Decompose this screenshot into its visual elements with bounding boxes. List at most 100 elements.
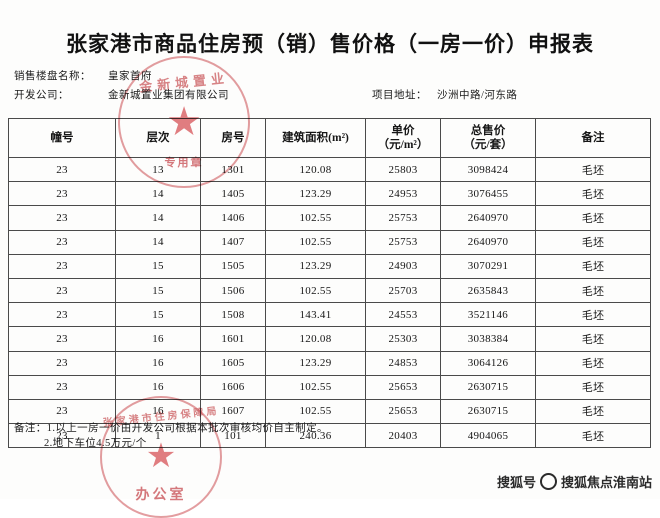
table-row: 23 15 1506 102.55 25703 2635843 毛坯	[8, 277, 651, 304]
cell-building: 23	[8, 205, 116, 231]
page-title: 张家港市商品住房预（销）售价格（一房一价）申报表	[66, 32, 594, 56]
cell-unit-price: 20403	[365, 423, 441, 449]
col-header-room: 房号	[200, 118, 266, 158]
col-header-unit-price: 单价 （元/m²）	[365, 118, 441, 158]
cell-total-price: 2630715	[440, 374, 536, 400]
cell-area: 240.36	[265, 423, 366, 449]
table-row: 23 13 1301 120.08 25803 3098424 毛坯	[8, 156, 651, 183]
cell-room: 1407	[200, 229, 266, 255]
cell-area: 102.55	[265, 374, 366, 400]
cell-unit-price: 25753	[365, 205, 441, 231]
cell-floor: 16	[115, 374, 201, 400]
cell-area: 120.08	[265, 156, 366, 183]
cell-area: 123.29	[265, 253, 366, 279]
cell-total-price: 3521146	[440, 302, 536, 328]
developer-label: 开发公司：	[14, 90, 69, 101]
col-header-floor: 层次	[115, 118, 201, 158]
developer-value: 金新城置业集团有限公司	[108, 90, 229, 101]
cell-total-price: 2630715	[440, 398, 536, 425]
cell-floor: 14	[115, 229, 201, 255]
cell-total-price: 3038384	[440, 326, 536, 352]
cell-room: 1508	[200, 302, 266, 328]
cell-building: 23	[8, 374, 116, 400]
cell-unit-price: 24903	[365, 253, 441, 279]
watermark-right-text: 搜狐焦点淮南站	[560, 475, 652, 490]
cell-remark: 毛坯	[535, 277, 651, 304]
cell-remark: 毛坯	[535, 229, 651, 255]
cell-area: 123.29	[265, 350, 366, 376]
cell-room: 1301	[200, 156, 266, 183]
meta-row-developer: 开发公司： 金新城置业集团有限公司 项目地址： 沙洲中路/河东路	[14, 87, 648, 106]
price-table: 幢号 层次 房号 建筑面积(m²) 单价 （元/m²） 总售价 （元/套） 备注…	[8, 118, 651, 449]
cell-room: 1601	[200, 326, 266, 352]
cell-total-price: 2640970	[440, 229, 536, 255]
table-row: 23 16 1601 120.08 25303 3038384 毛坯	[8, 326, 651, 352]
cell-floor: 16	[115, 350, 201, 376]
footer-notes: 备注：1.以上一房一价由开发公司根据本批次审核均价自主制定。 2.地下车位4.5…	[14, 421, 328, 451]
cell-floor: 16	[115, 398, 201, 425]
cell-remark: 毛坯	[535, 302, 651, 328]
cell-area: 102.55	[265, 229, 366, 255]
cell-area: 102.55	[265, 398, 366, 425]
cell-floor: 13	[115, 156, 201, 183]
col-header-area: 建筑面积(m²)	[265, 118, 366, 158]
cell-area: 143.41	[265, 302, 366, 328]
cell-total-price: 3098424	[440, 156, 536, 183]
cell-room: 1606	[200, 374, 266, 400]
cell-building: 23	[8, 181, 116, 207]
cell-remark: 毛坯	[535, 181, 651, 207]
col-header-building: 幢号	[8, 118, 116, 158]
cell-unit-price: 25653	[365, 374, 441, 400]
cell-building: 23	[8, 253, 116, 279]
cell-room: 1605	[200, 350, 266, 376]
col-header-total-price: 总售价 （元/套）	[440, 118, 536, 158]
cell-building: 23	[8, 326, 116, 352]
cell-remark: 毛坯	[535, 326, 651, 352]
col-header-total-price-text: 总售价	[470, 124, 506, 137]
table-row: 23 14 1406 102.55 25753 2640970 毛坯	[8, 205, 651, 231]
cell-remark: 毛坯	[535, 253, 651, 279]
cell-remark: 毛坯	[535, 374, 651, 400]
note-line-1: 备注：1.以上一房一价由开发公司根据本批次审核均价自主制定。	[14, 423, 328, 434]
col-header-unit-price-text: 单价	[391, 124, 415, 137]
table-row: 23 15 1505 123.29 24903 3070291 毛坯	[8, 253, 651, 279]
cell-unit-price: 25303	[365, 326, 441, 352]
cell-building: 23	[8, 302, 116, 328]
project-name-label: 销售楼盘名称：	[14, 71, 91, 82]
cell-unit-price: 24853	[365, 350, 441, 376]
cell-building: 23	[8, 277, 116, 304]
cell-room: 1607	[200, 398, 266, 425]
cell-floor: 15	[115, 253, 201, 279]
cell-area: 120.08	[265, 326, 366, 352]
cell-total-price: 3064126	[440, 350, 536, 376]
table-header: 幢号 层次 房号 建筑面积(m²) 单价 （元/m²） 总售价 （元/套） 备注	[8, 118, 651, 158]
cell-floor: 15	[115, 277, 201, 304]
cell-room: 1505	[200, 253, 266, 279]
cell-area: 102.55	[265, 205, 366, 231]
cell-remark: 毛坯	[535, 156, 651, 183]
cell-remark: 毛坯	[535, 205, 651, 231]
table-body: 23 13 1301 120.08 25803 3098424 毛坯 23 14 1405 123.…	[8, 156, 651, 449]
cell-unit-price: 25803	[365, 156, 441, 183]
cell-building: 23	[8, 423, 116, 449]
project-name-value: 皇家首府	[108, 71, 152, 82]
table-row: 23 16 1605 123.29 24853 3064126 毛坯	[8, 350, 651, 376]
table-row: 23 1 101 240.36 20403 4904065 毛坯	[8, 423, 651, 449]
cell-floor: 14	[115, 181, 201, 207]
watermark-left-text: 搜狐号	[496, 475, 536, 490]
cell-unit-price: 25653	[365, 398, 441, 425]
address-value: 沙洲中路/河东路	[437, 90, 518, 101]
cell-unit-price: 24553	[365, 302, 441, 328]
table-row: 23 16 1606 102.55 25653 2630715 毛坯	[8, 374, 651, 400]
note-line-2: 2.地下车位4.5万元/个	[44, 438, 147, 450]
cell-area: 102.55	[265, 277, 366, 304]
cell-unit-price: 24953	[365, 181, 441, 207]
cell-room: 1405	[200, 181, 266, 207]
cell-floor: 15	[115, 302, 201, 328]
cell-room: 1406	[200, 205, 266, 231]
cell-total-price: 3076455	[440, 181, 536, 207]
cell-area: 123.29	[265, 181, 366, 207]
cell-total-price: 2640970	[440, 205, 536, 231]
table-header-row: 幢号 层次 房号 建筑面积(m²) 单价 （元/m²） 总售价 （元/套） 备注	[8, 118, 651, 158]
cell-unit-price: 25703	[365, 277, 441, 304]
